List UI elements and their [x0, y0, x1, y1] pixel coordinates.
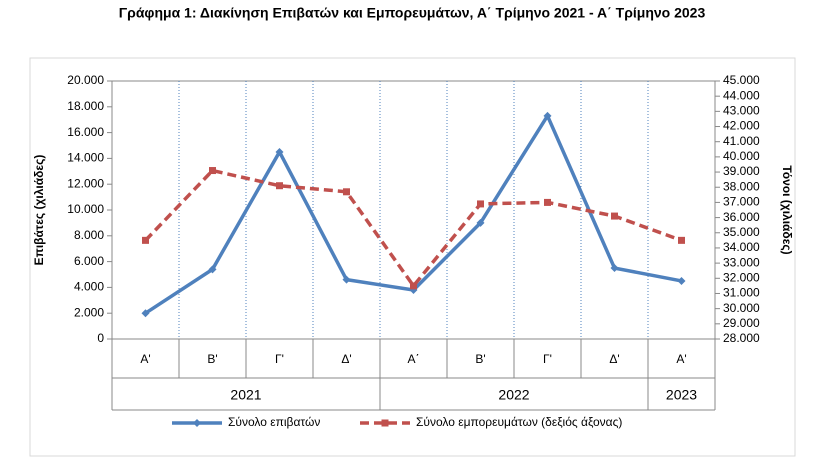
x-tick-label: Β': [207, 352, 217, 366]
group-label: 2023: [666, 387, 697, 403]
y-tick-label: 0: [97, 331, 104, 345]
x-tick-label: Δ': [609, 352, 619, 366]
x-tick-label: Α': [140, 352, 150, 366]
data-point: [208, 265, 217, 274]
x-tick-label: Δ': [341, 352, 351, 366]
y-axis-label: Επιβάτες (χιλιάδες): [32, 155, 46, 266]
data-point: [275, 147, 284, 156]
y2-tick-label: 39.000: [723, 164, 760, 178]
x-tick-label: Α΄: [408, 352, 420, 366]
data-point: [476, 218, 485, 227]
y2-tick-label: 28.000: [723, 331, 760, 345]
data-point: [477, 200, 484, 208]
y-tick-label: 2.000: [74, 305, 104, 319]
chart-title: Γράφημα 1: Διακίνηση Επιβατών και Εμπορε…: [119, 5, 706, 21]
y2-tick-label: 32.000: [723, 270, 760, 284]
y-tick-label: 8.000: [74, 228, 104, 242]
series-line: [144, 168, 683, 289]
y2-tick-label: 29.000: [723, 316, 760, 330]
y-tick-label: 18.000: [67, 99, 104, 113]
data-point: [276, 182, 283, 190]
y-tick-label: 16.000: [67, 125, 104, 139]
data-point: [544, 198, 551, 206]
legend-marker: [193, 419, 201, 427]
plot-area: [111, 80, 716, 340]
y2-tick-label: 35.000: [723, 225, 760, 239]
group-label: 2021: [230, 387, 261, 403]
data-point: [410, 282, 417, 290]
y2-tick-label: 36.000: [723, 210, 760, 224]
y-tick-label: 10.000: [67, 202, 104, 216]
data-point: [677, 276, 686, 285]
chart-frame: [29, 57, 796, 457]
data-point: [543, 111, 552, 120]
y2-tick-label: 38.000: [723, 179, 760, 193]
x-tick-label: Γ': [275, 352, 284, 366]
legend-label: Σύνολο εμπορευμάτων (δεξιός άξονας): [416, 415, 622, 429]
x-tick-label: Β': [475, 352, 485, 366]
y2-tick-label: 44.000: [723, 88, 760, 102]
y-tick-label: 6.000: [74, 254, 104, 268]
y-tick-label: 4.000: [74, 280, 104, 294]
data-point: [610, 264, 619, 273]
data-point: [678, 236, 685, 244]
y2-tick-label: 30.000: [723, 301, 760, 315]
y2-tick-label: 41.000: [723, 134, 760, 148]
data-point: [142, 236, 149, 244]
y2-tick-label: 34.000: [723, 240, 760, 254]
data-point: [342, 275, 351, 284]
y2-tick-label: 43.000: [723, 104, 760, 118]
legend-label: Σύνολο επιβατών: [228, 415, 320, 429]
y2-tick-label: 40.000: [723, 149, 760, 163]
y-tick-label: 20.000: [67, 73, 104, 87]
y2-tick-label: 45.000: [723, 73, 760, 87]
data-point: [141, 309, 150, 318]
legend-marker: [381, 419, 389, 427]
y-tick-label: 12.000: [67, 176, 104, 190]
y2-tick-label: 37.000: [723, 195, 760, 209]
x-tick-label: Α': [676, 352, 686, 366]
data-point: [343, 188, 350, 196]
data-point: [209, 167, 216, 175]
y2-axis-label: Τόνοι (χιλιάδες): [780, 165, 794, 254]
group-label: 2022: [498, 387, 529, 403]
y-tick-label: 14.000: [67, 151, 104, 165]
y2-tick-label: 42.000: [723, 119, 760, 133]
data-point: [611, 212, 618, 220]
y2-tick-label: 33.000: [723, 255, 760, 269]
x-tick-label: Γ': [543, 352, 552, 366]
y2-tick-label: 31.000: [723, 286, 760, 300]
